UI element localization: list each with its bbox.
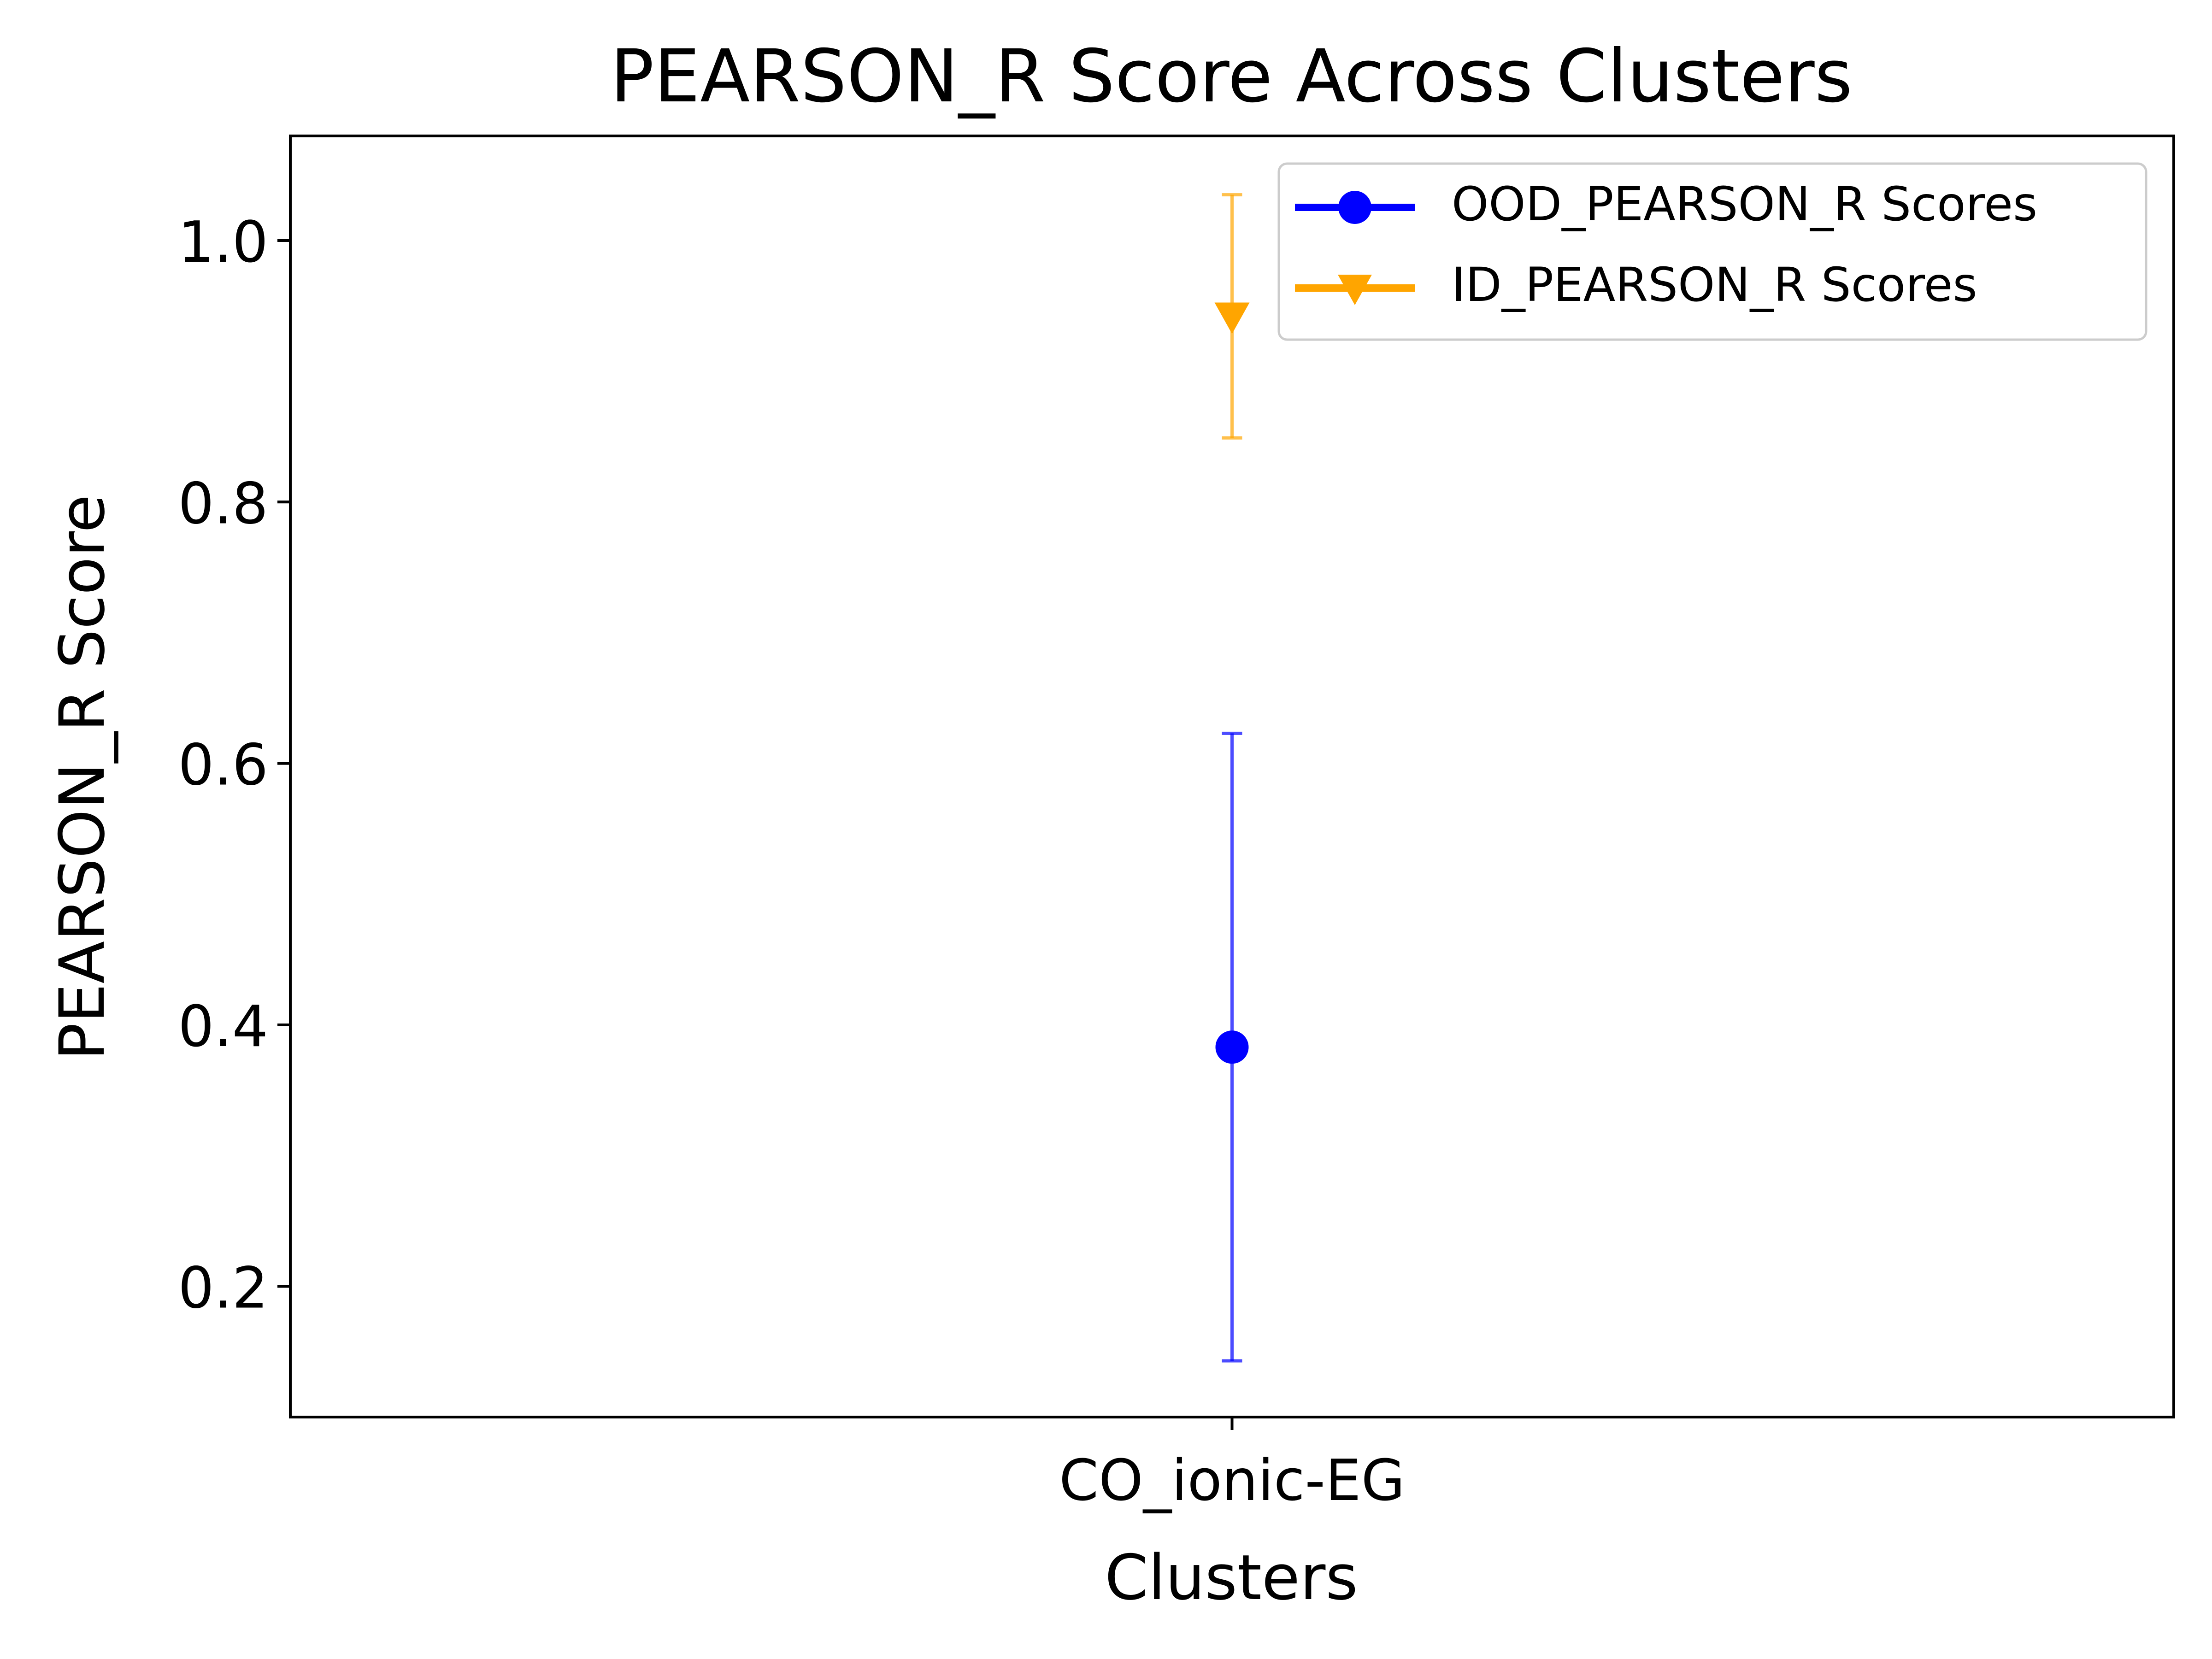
chart-title: PEARSON_R Score Across Clusters — [610, 34, 1853, 119]
plot-layer: 0.2 0.4 0.6 0.8 1.0 CO_ionic-EG — [178, 193, 1405, 1514]
x-tick-label: CO_ionic-EG — [1059, 1448, 1405, 1514]
id-point — [1214, 302, 1250, 334]
x-axis-label: Clusters — [1105, 1541, 1358, 1614]
ood-point — [1215, 1030, 1249, 1064]
legend: OOD_PEARSON_R Scores ID_PEARSON_R Scores — [1277, 162, 2147, 341]
legend-ood-marker — [1338, 191, 1371, 224]
legend-id-label: ID_PEARSON_R Scores — [1452, 258, 1977, 312]
legend-box — [1277, 162, 2147, 341]
y-tick-label: 0.6 — [178, 733, 268, 799]
y-tick-label: 0.2 — [178, 1255, 268, 1321]
y-tick-label: 0.4 — [178, 994, 268, 1060]
plot-frame — [289, 135, 2175, 1418]
y-tick-label: 1.0 — [178, 210, 268, 276]
legend-id-marker — [1338, 275, 1372, 305]
y-axis-label: PEARSON_R Score — [46, 494, 118, 1060]
legend-ood-label: OOD_PEARSON_R Scores — [1452, 177, 2037, 232]
y-tick-label: 0.8 — [178, 471, 268, 537]
